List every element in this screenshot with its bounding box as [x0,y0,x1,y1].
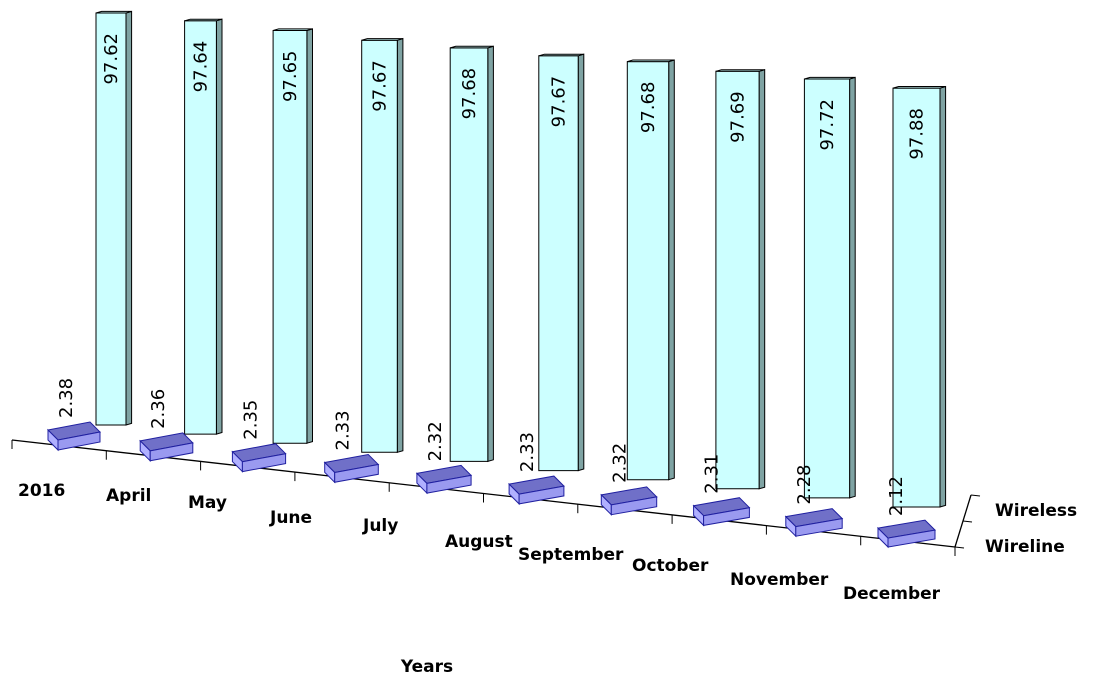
value-label-wireless: 97.64 [191,41,212,93]
x-tick-label: July [362,516,398,536]
value-label-wireless: 97.67 [549,76,570,128]
bar-wireless [803,76,856,499]
bar-wireless [626,59,675,481]
bar-wireless [361,37,404,453]
value-label-wireline: 2.32 [425,421,446,461]
value-label-wireless: 97.65 [280,51,301,103]
value-label-wireless: 97.68 [638,82,659,134]
depth-axis-tick [954,546,965,549]
bar-wireline [600,486,658,516]
value-label-wireline: 2.32 [609,443,630,483]
bar-wireline [46,421,102,452]
bar-wireline [876,519,937,549]
x-tick-label: September [518,545,624,565]
value-label-wireless: 97.68 [459,68,480,120]
bar-wireline [139,432,194,463]
value-label-wireline: 2.33 [517,432,538,472]
bar-wireline [784,508,844,538]
bar-wireless [715,69,766,490]
chart-labels: Wireless Wireline 2016 April May June July Augu… [18,33,1077,604]
value-label-wireline: 2.35 [240,400,261,440]
bar-wireless [95,10,133,426]
series-label-wireline: Wireline [985,537,1065,557]
x-tick-label: October [632,556,709,576]
x-tick-label: May [188,493,227,513]
bar-wireline [508,475,565,506]
value-label-wireline: 2.33 [333,410,354,450]
series-label-wireless: Wireless [995,501,1077,521]
bar-wireless [892,85,947,508]
x-tick-label: April [106,486,151,506]
bar-wireless [184,18,223,435]
value-label-wireline: 2.28 [794,465,815,505]
x-tick-label: December [843,584,941,604]
bar-wireline [231,443,287,473]
x-axis-title: Years [400,657,453,677]
value-label-wireless: 97.62 [101,33,122,85]
value-label-wireless: 97.72 [817,99,838,151]
bar-wireline [692,497,751,527]
bar-wireless [538,53,585,472]
x-tick-label: June [269,508,312,528]
value-label-wireline: 2.36 [148,389,169,429]
bar-wireless [449,45,494,463]
value-label-wireless: 97.69 [728,91,749,143]
value-label-wireline: 2.12 [886,476,907,516]
x-tick-label: 2016 [18,481,65,501]
value-label-wireless: 97.88 [907,108,928,160]
x-tick-label: November [730,570,829,590]
value-label-wireline: 2.38 [56,378,77,418]
value-label-wireless: 97.67 [370,60,391,112]
depth-axis-tick [970,494,981,497]
depth-axis-tick [962,520,973,523]
x-tick-label: August [445,532,513,552]
chart-bars [46,10,947,549]
bar-wireline [323,453,380,484]
value-label-wireline: 2.31 [702,454,723,494]
bar-wireline [415,464,473,495]
bar-wireless [272,28,313,444]
